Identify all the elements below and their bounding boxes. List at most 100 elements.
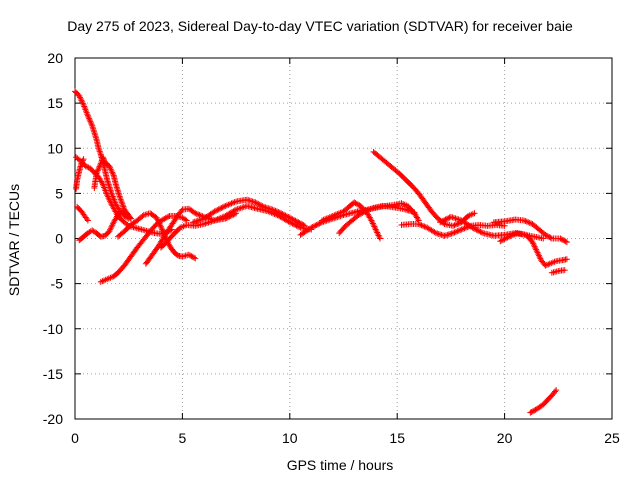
data-point — [553, 387, 560, 394]
data-point — [157, 223, 164, 230]
data-point — [273, 208, 280, 215]
data-point — [187, 252, 194, 259]
y-tick-label: -5 — [51, 276, 64, 292]
data-point — [511, 231, 518, 238]
data-point — [85, 114, 92, 121]
data-point — [417, 221, 424, 228]
data-point — [294, 223, 301, 230]
data-point — [162, 215, 169, 222]
data-point — [314, 221, 321, 228]
data-point — [523, 218, 530, 225]
series-arc-t — [548, 267, 568, 276]
data-point — [275, 209, 282, 216]
data-point — [240, 204, 247, 211]
data-point — [218, 205, 225, 212]
data-point — [202, 220, 209, 227]
data-point — [546, 234, 553, 241]
data-point — [455, 227, 462, 234]
data-point — [93, 170, 100, 177]
data-point — [557, 235, 564, 242]
data-point — [163, 214, 170, 221]
data-point — [377, 235, 384, 242]
data-point — [451, 222, 458, 229]
data-point — [355, 201, 362, 208]
data-point — [120, 203, 127, 210]
data-point — [219, 204, 226, 211]
data-point — [182, 216, 189, 223]
data-point — [527, 409, 534, 416]
data-point — [452, 215, 459, 222]
data-point — [117, 196, 124, 203]
data-point — [471, 210, 478, 217]
data-point — [445, 215, 452, 222]
y-tick-label: -15 — [43, 366, 63, 382]
data-point — [540, 235, 547, 242]
series-arc-m — [319, 199, 384, 242]
data-point — [477, 228, 484, 235]
data-point — [458, 226, 465, 233]
data-point — [510, 231, 517, 238]
x-tick-label: 25 — [604, 430, 620, 446]
data-point — [507, 233, 514, 240]
data-point — [442, 216, 449, 223]
data-point — [127, 215, 134, 222]
data-point — [185, 251, 192, 258]
data-series — [72, 88, 570, 416]
data-point — [97, 162, 104, 169]
data-point — [174, 251, 181, 258]
data-point — [473, 226, 480, 233]
x-axis-label: GPS time / hours — [287, 457, 394, 473]
data-point — [367, 206, 374, 213]
data-point — [563, 239, 570, 246]
data-point — [189, 253, 196, 260]
data-point — [308, 224, 315, 231]
data-point — [356, 211, 363, 218]
data-point — [95, 164, 102, 171]
series-arc-k — [190, 196, 308, 229]
data-point — [560, 236, 567, 243]
data-point — [450, 214, 457, 221]
data-point — [161, 215, 168, 222]
data-point — [505, 233, 512, 240]
y-axis-label: SDTVAR / TECUs — [6, 184, 22, 296]
data-point — [196, 212, 203, 219]
grid-lines — [75, 58, 612, 419]
data-point — [545, 261, 552, 268]
data-point — [562, 238, 569, 245]
data-point — [194, 217, 201, 224]
y-tick-label: 20 — [47, 50, 63, 66]
data-point — [520, 217, 527, 224]
data-point — [439, 217, 446, 224]
data-point — [95, 166, 102, 173]
data-point — [558, 236, 565, 243]
data-point — [237, 205, 244, 212]
data-point — [86, 115, 93, 122]
data-point — [193, 210, 200, 217]
data-point — [441, 217, 448, 224]
data-point — [361, 208, 368, 215]
data-point — [451, 229, 458, 236]
data-point — [526, 219, 533, 226]
chart-title: Day 275 of 2023, Sidereal Day-to-day VTE… — [67, 18, 573, 34]
y-tick-label: -10 — [43, 321, 63, 337]
data-point — [269, 206, 276, 213]
data-point — [299, 221, 306, 228]
data-point — [359, 209, 366, 216]
x-tick-label: 20 — [497, 430, 513, 446]
data-point — [100, 155, 107, 162]
data-point — [190, 254, 197, 261]
series-arc-c — [74, 203, 91, 224]
data-point — [542, 262, 549, 269]
data-point — [84, 163, 91, 170]
data-point — [271, 207, 278, 214]
data-point — [80, 156, 87, 163]
series-arc-g — [97, 212, 190, 285]
data-point — [360, 209, 367, 216]
data-point — [454, 221, 461, 228]
data-point — [504, 234, 511, 241]
series-arc-r — [490, 216, 570, 246]
data-point — [165, 213, 172, 220]
data-point — [96, 148, 103, 155]
data-point — [296, 219, 303, 226]
